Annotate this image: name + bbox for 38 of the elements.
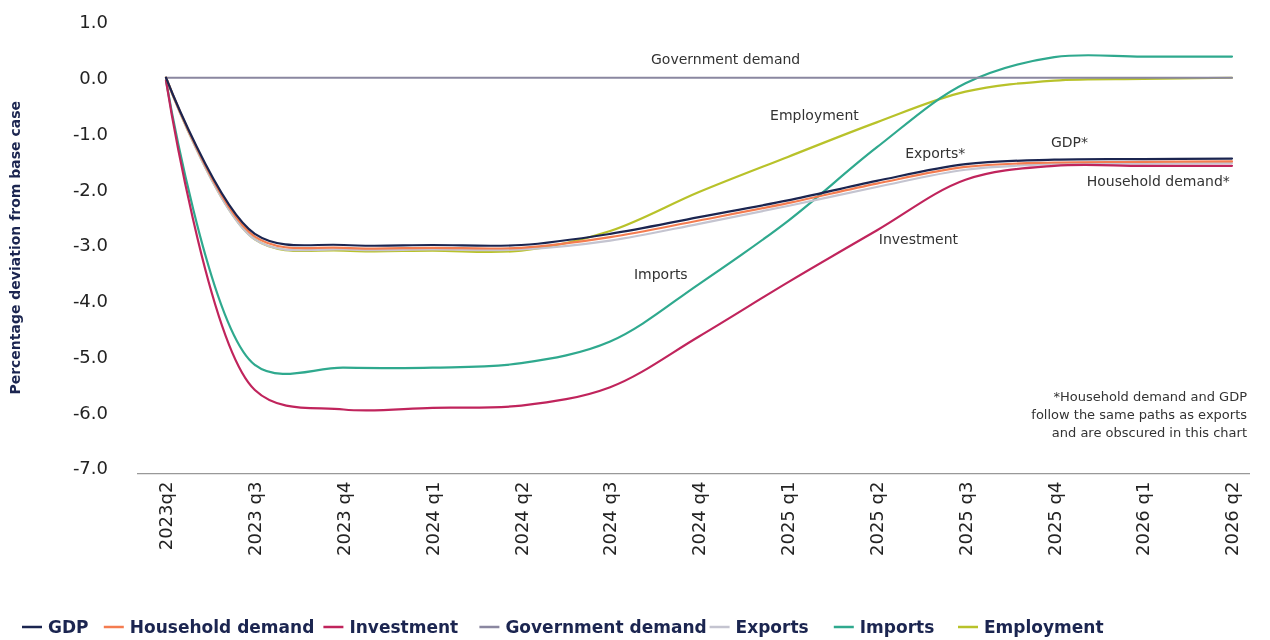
x-tick-label: 2025 q1 bbox=[777, 481, 799, 557]
legend-label: Exports bbox=[735, 617, 809, 637]
x-tick-label: 2023 q3 bbox=[244, 481, 266, 557]
y-tick-label: -3.0 bbox=[72, 234, 108, 256]
y-tick-label: -1.0 bbox=[72, 122, 108, 144]
annotation: GDP* bbox=[1050, 134, 1088, 151]
legend-label: Government demand bbox=[505, 617, 707, 637]
y-tick-label: -5.0 bbox=[72, 345, 108, 367]
x-tick-label: 2024 q2 bbox=[510, 481, 532, 557]
y-tick-label: 1.0 bbox=[79, 11, 108, 33]
x-tick-label: 2024 q3 bbox=[599, 481, 621, 557]
annotation: Investment bbox=[878, 231, 959, 248]
legend-label: Household demand bbox=[129, 617, 315, 637]
x-tick-label: 2024 q4 bbox=[688, 481, 710, 557]
annotation: Government demand bbox=[651, 51, 801, 68]
x-tick-label: 2025 q3 bbox=[954, 481, 976, 557]
legend-label: Employment bbox=[984, 617, 1104, 637]
legend-label: Investment bbox=[349, 617, 459, 637]
y-tick-label: -7.0 bbox=[72, 457, 108, 479]
y-tick-label: -2.0 bbox=[72, 178, 108, 200]
annotation: *Household demand and GDP follow the same paths as exports and are obscured in this chart bbox=[1031, 389, 1248, 440]
x-tick-label: 2023q2 bbox=[155, 481, 177, 551]
y-tick-label: -4.0 bbox=[72, 290, 108, 312]
x-tick-label: 2025 q2 bbox=[865, 481, 887, 557]
legend-label: GDP bbox=[48, 617, 89, 637]
x-tick-label: 2024 q1 bbox=[421, 481, 443, 557]
x-tick-label: 2026 q2 bbox=[1221, 481, 1243, 557]
annotation: Exports* bbox=[905, 144, 966, 161]
legend-label: Imports bbox=[859, 617, 935, 637]
y-tick-label: 0.0 bbox=[79, 67, 108, 89]
annotation: Imports bbox=[633, 266, 688, 283]
annotation: Employment bbox=[770, 107, 860, 124]
x-tick-label: 2026 q1 bbox=[1132, 481, 1154, 557]
x-tick-label: 2025 q4 bbox=[1043, 481, 1065, 557]
x-tick-label: 2023 q4 bbox=[332, 481, 354, 557]
y-axis-title: Percentage deviation from base case bbox=[7, 100, 23, 395]
annotation: Household demand* bbox=[1086, 173, 1230, 190]
y-tick-label: -6.0 bbox=[72, 401, 108, 423]
